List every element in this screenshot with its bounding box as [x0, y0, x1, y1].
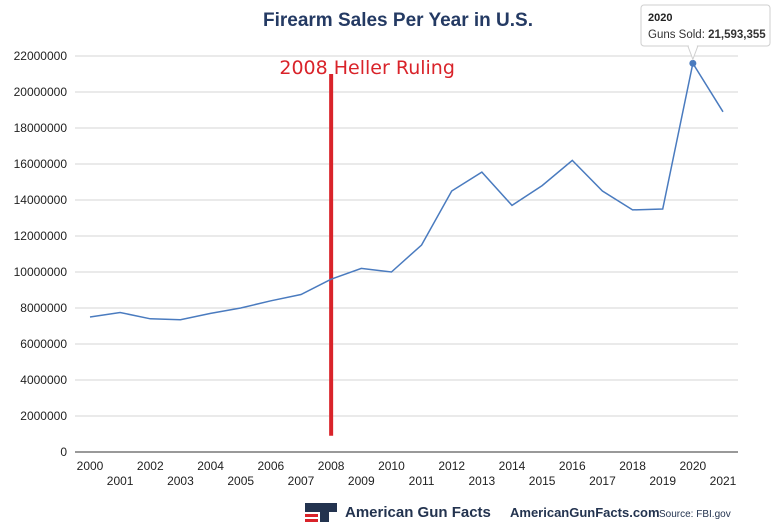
- logo-red-stripe: [305, 514, 318, 517]
- gridlines: [75, 55, 738, 453]
- x-tick-label: 2020: [680, 459, 707, 473]
- y-tick-label: 0: [60, 445, 67, 459]
- x-tick-label: 2010: [378, 459, 405, 473]
- logo-dark-part: [305, 503, 337, 512]
- x-tick-label: 2009: [348, 474, 375, 488]
- x-tick-label: 2019: [649, 474, 676, 488]
- x-tick-label: 2008: [318, 459, 345, 473]
- x-tick-label: 2001: [107, 474, 134, 488]
- brand-name: American Gun Facts: [345, 504, 491, 521]
- x-tick-label: 2015: [529, 474, 556, 488]
- x-tick-label: 2000: [77, 459, 104, 473]
- y-tick-label: 18000000: [14, 121, 68, 135]
- x-tick-label: 2007: [288, 474, 315, 488]
- logo-grip: [320, 509, 329, 522]
- chart-title: Firearm Sales Per Year in U.S.: [263, 10, 533, 31]
- y-tick-label: 20000000: [14, 85, 68, 99]
- y-axis-ticks: 0 2000000 4000000 6000000 8000000 10000000 120…: [14, 49, 68, 459]
- tooltip-label: Guns Sold:: [648, 29, 708, 41]
- series-polyline: [89, 61, 724, 321]
- y-tick-label: 12000000: [14, 229, 68, 243]
- y-tick-label: 22000000: [14, 49, 68, 63]
- x-tick-label: 2003: [167, 474, 194, 488]
- x-tick-label: 2013: [469, 474, 496, 488]
- x-tick-label: 2018: [619, 459, 646, 473]
- tooltip-body: Guns Sold: 21,593,355: [648, 29, 766, 41]
- y-tick-label: 6000000: [20, 337, 67, 351]
- gun-flag-logo: [305, 503, 337, 522]
- x-tick-label: 2011: [409, 474, 435, 488]
- x-tick-label: 2017: [589, 474, 616, 488]
- highlighted-point: [689, 59, 697, 67]
- x-tick-label: 2006: [258, 459, 285, 473]
- source-note: Source: FBI.gov: [659, 509, 731, 520]
- y-tick-label: 8000000: [20, 301, 67, 315]
- x-tick-label: 2002: [137, 459, 164, 473]
- footer: American Gun Facts AmericanGunFacts.com …: [305, 503, 731, 522]
- y-tick-label: 16000000: [14, 157, 68, 171]
- tooltip-value: 21,593,355: [708, 29, 766, 41]
- x-tick-label: 2021: [710, 474, 737, 488]
- tooltip-title: 2020: [648, 12, 672, 24]
- logo-red-stripe: [305, 519, 318, 522]
- y-tick-label: 14000000: [14, 193, 68, 207]
- tooltip-box: [640, 4, 771, 47]
- x-tick-label: 2016: [559, 459, 586, 473]
- tooltip: 2020 Guns Sold: 21,593,355: [640, 4, 771, 61]
- annotation-label: 2008 Heller Ruling: [279, 57, 455, 79]
- y-tick-label: 2000000: [20, 409, 67, 423]
- x-tick-label: 2014: [499, 459, 526, 473]
- x-tick-label: 2004: [197, 459, 224, 473]
- y-tick-label: 4000000: [20, 373, 67, 387]
- series-line: [89, 59, 724, 321]
- x-tick-label: 2005: [227, 474, 254, 488]
- tooltip-pointer: [687, 45, 699, 61]
- y-tick-label: 10000000: [14, 265, 68, 279]
- x-tick-label: 2012: [438, 459, 465, 473]
- heller-annotation: 2008 Heller Ruling: [279, 57, 455, 436]
- site-url: AmericanGunFacts.com: [510, 505, 660, 520]
